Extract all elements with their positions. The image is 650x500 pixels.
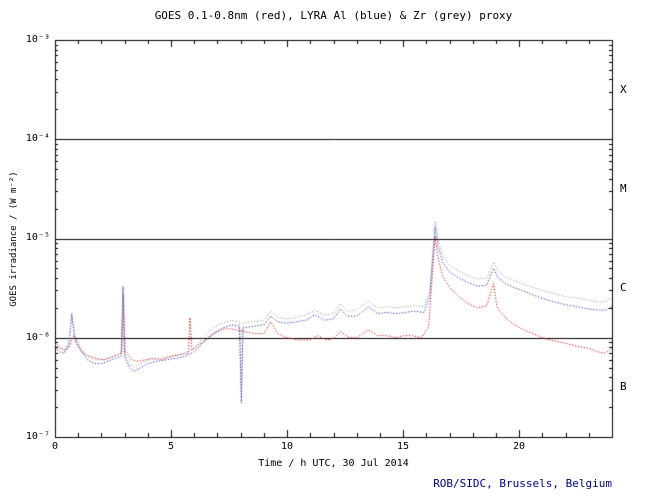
x-axis-title: Time / h UTC, 30 Jul 2014 bbox=[258, 458, 409, 469]
x-tick-label-10: 10 bbox=[280, 441, 294, 452]
x-tick-label-20: 20 bbox=[512, 441, 526, 452]
y-tick-label-1e-3: 10⁻³ bbox=[25, 34, 50, 45]
plot-title: GOES 0.1-0.8nm (red), LYRA Al (blue) & Z… bbox=[154, 9, 513, 22]
flare-class-m-label: M bbox=[620, 182, 627, 195]
credit-text: ROB/SIDC, Brussels, Belgium bbox=[433, 477, 612, 490]
x-tick-label-5: 5 bbox=[167, 441, 175, 452]
y-tick-label-1e-7: 10⁻⁷ bbox=[25, 431, 50, 442]
y-tick-label-1e-4: 10⁻⁴ bbox=[25, 133, 50, 144]
flare-class-b-label: B bbox=[620, 380, 627, 393]
x-tick-label-15: 15 bbox=[396, 441, 410, 452]
y-axis-title: GOES irradiance / (W m⁻²) bbox=[9, 171, 19, 307]
x-tick-label-0: 0 bbox=[51, 441, 59, 452]
y-tick-label-1e-5: 10⁻⁵ bbox=[25, 232, 50, 243]
y-tick-label-1e-6: 10⁻⁶ bbox=[25, 332, 50, 343]
flare-class-x-label: X bbox=[620, 83, 627, 96]
flare-class-c-label: C bbox=[620, 281, 627, 294]
